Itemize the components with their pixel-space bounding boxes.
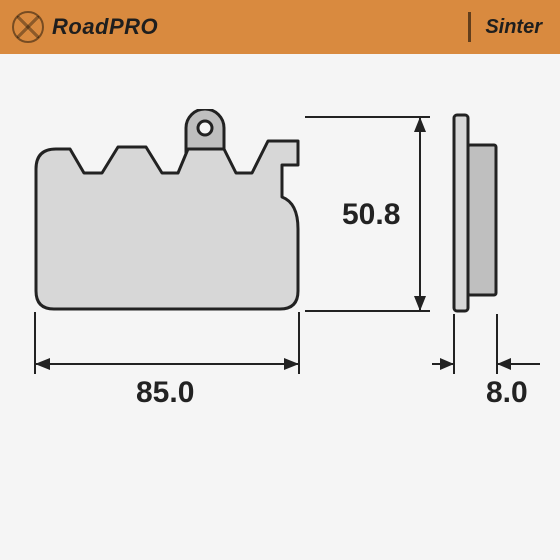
dim-thickness — [0, 54, 560, 454]
diagram-stage: 85.0 50.8 8.0 — [0, 54, 560, 560]
brand-logo-icon — [12, 11, 44, 43]
header-divider-icon — [468, 12, 471, 42]
dim-thickness-label: 8.0 — [486, 376, 528, 410]
header-right: Sinter — [468, 12, 542, 42]
header-left: RoadPRO — [12, 11, 158, 43]
product-name: RoadPRO — [52, 14, 158, 40]
variant-name: Sinter — [485, 16, 542, 39]
header-bar: RoadPRO Sinter — [0, 0, 560, 54]
